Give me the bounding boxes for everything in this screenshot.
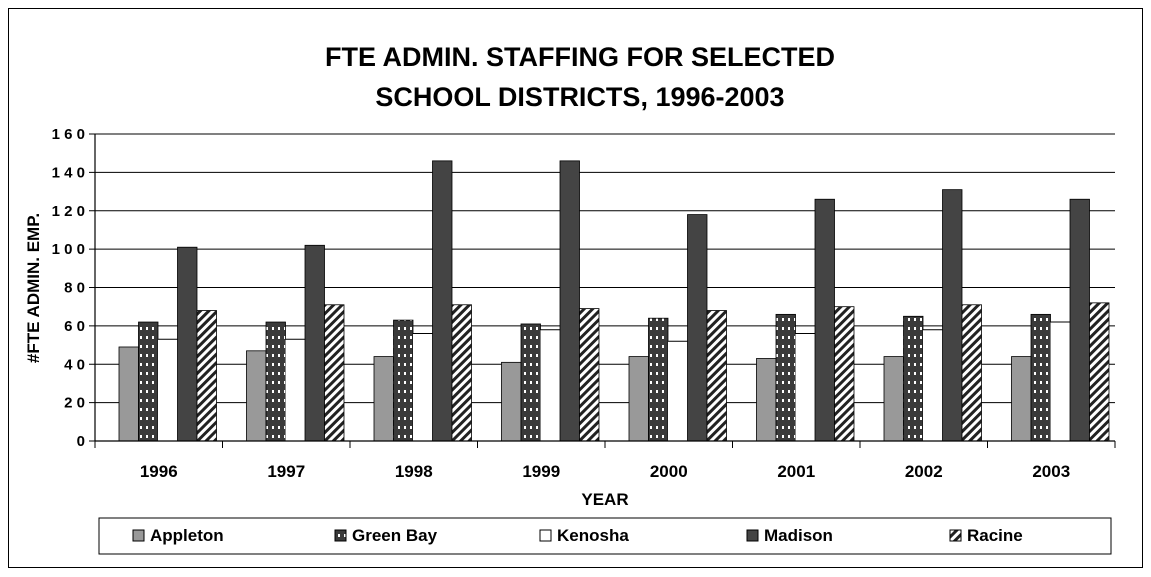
bar-kenosha-2003 (1050, 322, 1070, 441)
bar-racine-1999 (579, 308, 600, 442)
x-tick-label: 1996 (140, 462, 178, 481)
x-tick-label: 2003 (1032, 462, 1070, 481)
x-axis-ticks: 1996 1997 1998 1999 2000 2001 2002 2003 (94, 441, 1116, 481)
bar-kenosha-1999 (540, 329, 560, 441)
legend-swatch-madison (746, 529, 759, 542)
bar-racine-1996 (196, 310, 217, 442)
y-tick-label: 2 0 (64, 395, 85, 412)
bar-appleton-1998 (373, 356, 394, 442)
bar-green-bay-1999 (520, 323, 541, 442)
legend-label-green-bay: Green Bay (352, 526, 438, 545)
x-tick-label: 1998 (395, 462, 433, 481)
bar-kenosha-1997 (285, 339, 305, 441)
x-tick-label: 1997 (267, 462, 305, 481)
bar-madison-2000 (687, 214, 708, 442)
bar-madison-1996 (177, 246, 198, 442)
bar-madison-1998 (432, 160, 453, 442)
bar-madison-1999 (559, 160, 580, 442)
x-tick-label: 2000 (650, 462, 688, 481)
bar-kenosha-2000 (668, 341, 688, 441)
bar-madison-2003 (1069, 198, 1090, 442)
bar-kenosha-2001 (795, 333, 815, 441)
y-tick-label: 8 0 (64, 280, 85, 297)
legend-label-kenosha: Kenosha (557, 526, 629, 545)
bar-green-bay-2000 (648, 317, 669, 442)
bar-kenosha-1996 (158, 339, 178, 441)
y-tick-label: 4 0 (64, 356, 85, 373)
bar-kenosha-1998 (413, 333, 433, 441)
bar-racine-1997 (324, 304, 345, 442)
chart-title: FTE ADMIN. STAFFING FOR SELECTED SCHOOL … (325, 42, 835, 112)
chart-title-line-2: SCHOOL DISTRICTS, 1996-2003 (375, 82, 784, 112)
bar-racine-1998 (451, 304, 472, 442)
y-axis-label: #FTE ADMIN. EMP. (24, 213, 43, 363)
bar-green-bay-2001 (775, 313, 796, 442)
bar-racine-2000 (706, 310, 727, 442)
bar-appleton-2002 (883, 356, 904, 442)
legend-swatch-green-bay (334, 529, 347, 542)
legend: Appleton Green Bay Kenosha Madison Racine (98, 517, 1112, 555)
bar-appleton-1996 (118, 346, 139, 442)
legend-box (98, 517, 1112, 555)
y-axis-ticks: 0 2 0 4 0 6 0 8 0 1 0 0 1 2 0 1 4 0 1 6 0 (52, 126, 95, 450)
bar-green-bay-2002 (903, 315, 924, 442)
bar-madison-2001 (814, 198, 835, 442)
bar-appleton-1999 (501, 361, 522, 442)
legend-swatch-appleton (132, 529, 145, 542)
bar-green-bay-1997 (265, 321, 286, 442)
legend-swatch-kenosha (539, 529, 552, 542)
x-tick-label: 1999 (522, 462, 560, 481)
bar-madison-2002 (942, 189, 963, 442)
bar-appleton-2000 (628, 356, 649, 442)
x-axis-label: YEAR (581, 490, 628, 509)
x-tick-label: 2001 (777, 462, 815, 481)
bar-racine-2001 (834, 306, 855, 442)
bar-appleton-2003 (1011, 356, 1032, 442)
bar-green-bay-1998 (393, 319, 414, 442)
bar-appleton-2001 (756, 358, 777, 442)
y-tick-label: 6 0 (64, 318, 85, 335)
bar-racine-2003 (1089, 302, 1110, 442)
legend-label-racine: Racine (967, 526, 1023, 545)
bars (118, 160, 1110, 442)
bar-appleton-1997 (246, 350, 267, 442)
legend-label-appleton: Appleton (150, 526, 224, 545)
y-tick-label: 1 6 0 (52, 126, 85, 143)
chart-frame (8, 8, 1143, 568)
legend-swatch-racine (949, 529, 962, 542)
bar-kenosha-2002 (923, 329, 943, 441)
bar-green-bay-2003 (1030, 313, 1051, 442)
y-tick-label: 1 4 0 (52, 164, 85, 181)
chart-title-line-1: FTE ADMIN. STAFFING FOR SELECTED (325, 42, 835, 72)
bar-green-bay-1996 (138, 321, 159, 442)
y-tick-label: 1 2 0 (52, 203, 85, 220)
legend-label-madison: Madison (764, 526, 833, 545)
y-tick-label: 1 0 0 (52, 241, 85, 258)
y-tick-label: 0 (77, 433, 85, 450)
bar-madison-1997 (304, 244, 325, 442)
x-tick-label: 2002 (905, 462, 943, 481)
bar-racine-2002 (961, 304, 982, 442)
